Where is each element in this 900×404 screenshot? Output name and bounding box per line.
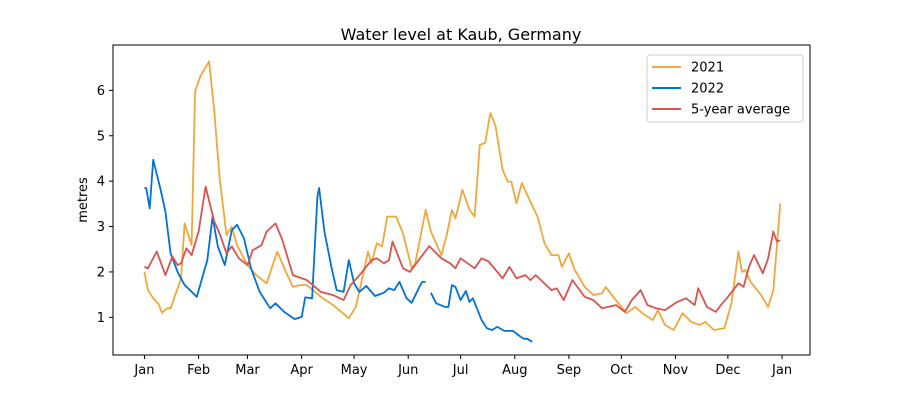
legend: 2021 2022 5-year average — [646, 54, 804, 123]
x-tick-label: Nov — [663, 363, 689, 378]
x-tick-label: Jun — [397, 363, 418, 378]
y-axis-label: metres — [76, 177, 91, 223]
x-tick-label: Jan — [133, 363, 154, 378]
legend-box — [646, 54, 804, 123]
y-tick-label: 4 — [97, 175, 105, 190]
series-line-2 — [144, 185, 781, 313]
x-tick-label: Mar — [235, 363, 260, 378]
y-tick-label: 2 — [97, 265, 105, 280]
y-tick-label: 3 — [97, 220, 105, 235]
legend-label: 2021 — [691, 61, 724, 76]
legend-label: 2022 — [691, 82, 724, 97]
series-layer — [143, 60, 782, 343]
plot-frame — [112, 44, 811, 356]
y-tick-label: 5 — [97, 129, 105, 144]
x-tick-label: Jan — [771, 363, 792, 378]
ticks-layer: Jan Feb Mar Apr May Jun Jul Aug Sep Oct Nov Dec Jan 1… — [97, 84, 792, 378]
x-tick-label: Sep — [557, 363, 582, 378]
chart-title: Water level at Kaub, Germany — [341, 25, 582, 44]
x-tick-label: Oct — [610, 363, 632, 378]
y-tick-label: 1 — [97, 311, 105, 326]
y-tick-label: 6 — [97, 84, 105, 99]
x-tick-label: Dec — [715, 363, 740, 378]
x-tick-label: Aug — [502, 363, 527, 378]
series-line-0 — [143, 60, 782, 331]
legend-label: 5-year average — [691, 103, 790, 118]
x-tick-label: Apr — [290, 363, 313, 378]
x-tick-label: May — [341, 363, 368, 378]
x-tick-label: Jul — [452, 363, 469, 378]
x-tick-label: Feb — [187, 363, 210, 378]
series-line-1 — [144, 158, 533, 343]
